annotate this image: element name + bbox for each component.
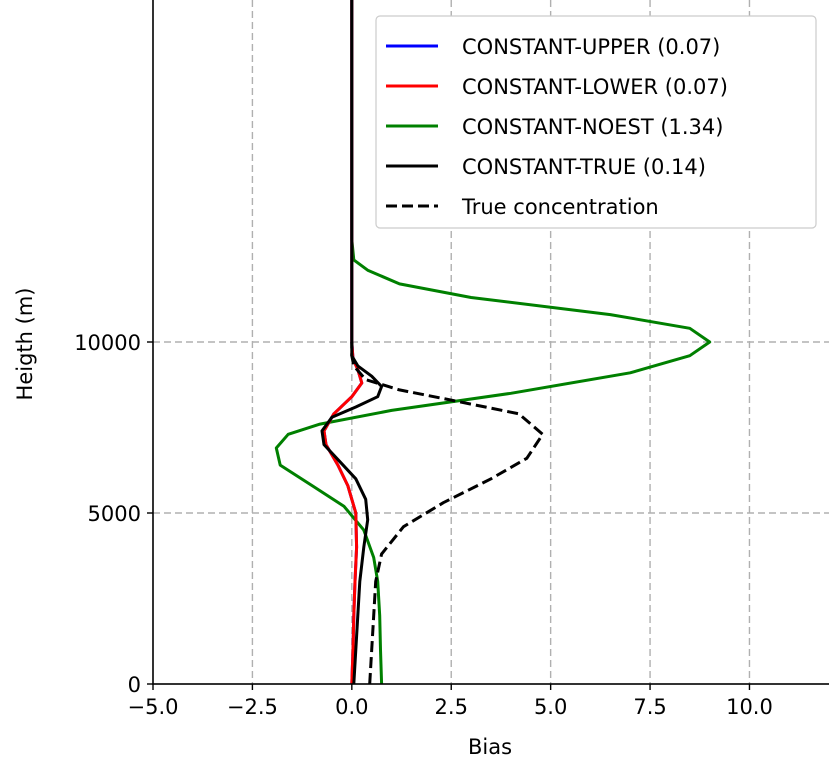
x-tick-label: −2.5	[227, 695, 278, 719]
legend-label: True concentration	[461, 195, 659, 219]
x-tick-label: 10.0	[726, 695, 773, 719]
x-axis-label: Bias	[468, 735, 512, 759]
series-line-2	[274, 0, 712, 685]
legend-label: CONSTANT-NOEST (1.34)	[462, 115, 723, 139]
y-axis-ticks: 0 5000 10000	[74, 331, 153, 697]
legend-label: CONSTANT-TRUE (0.14)	[462, 155, 706, 179]
x-tick-label: 0.0	[335, 695, 368, 719]
x-tick-label: 2.5	[435, 695, 468, 719]
y-axis-label: Heigth (m)	[13, 288, 37, 401]
x-tick-label: −5.0	[128, 695, 179, 719]
series-line-3	[320, 0, 384, 685]
y-tick-label: 0	[128, 673, 141, 697]
x-tick-label: 7.5	[633, 695, 666, 719]
legend: CONSTANT-UPPER (0.07) CONSTANT-LOWER (0.0…	[375, 15, 817, 229]
x-tick-label: 5.0	[534, 695, 567, 719]
plot-frame	[152, 0, 829, 685]
axes	[152, 0, 829, 685]
series-line-4	[350, 342, 545, 685]
y-tick-label: 10000	[74, 331, 141, 355]
legend-label: CONSTANT-UPPER (0.07)	[462, 35, 720, 59]
legend-box	[375, 15, 817, 229]
x-axis-ticks: −5.0 −2.5 0.0 2.5 5.0 7.5 10.0	[128, 684, 773, 719]
series-group	[274, 0, 712, 685]
legend-label: CONSTANT-LOWER (0.07)	[462, 75, 728, 99]
y-tick-label: 5000	[88, 502, 141, 526]
